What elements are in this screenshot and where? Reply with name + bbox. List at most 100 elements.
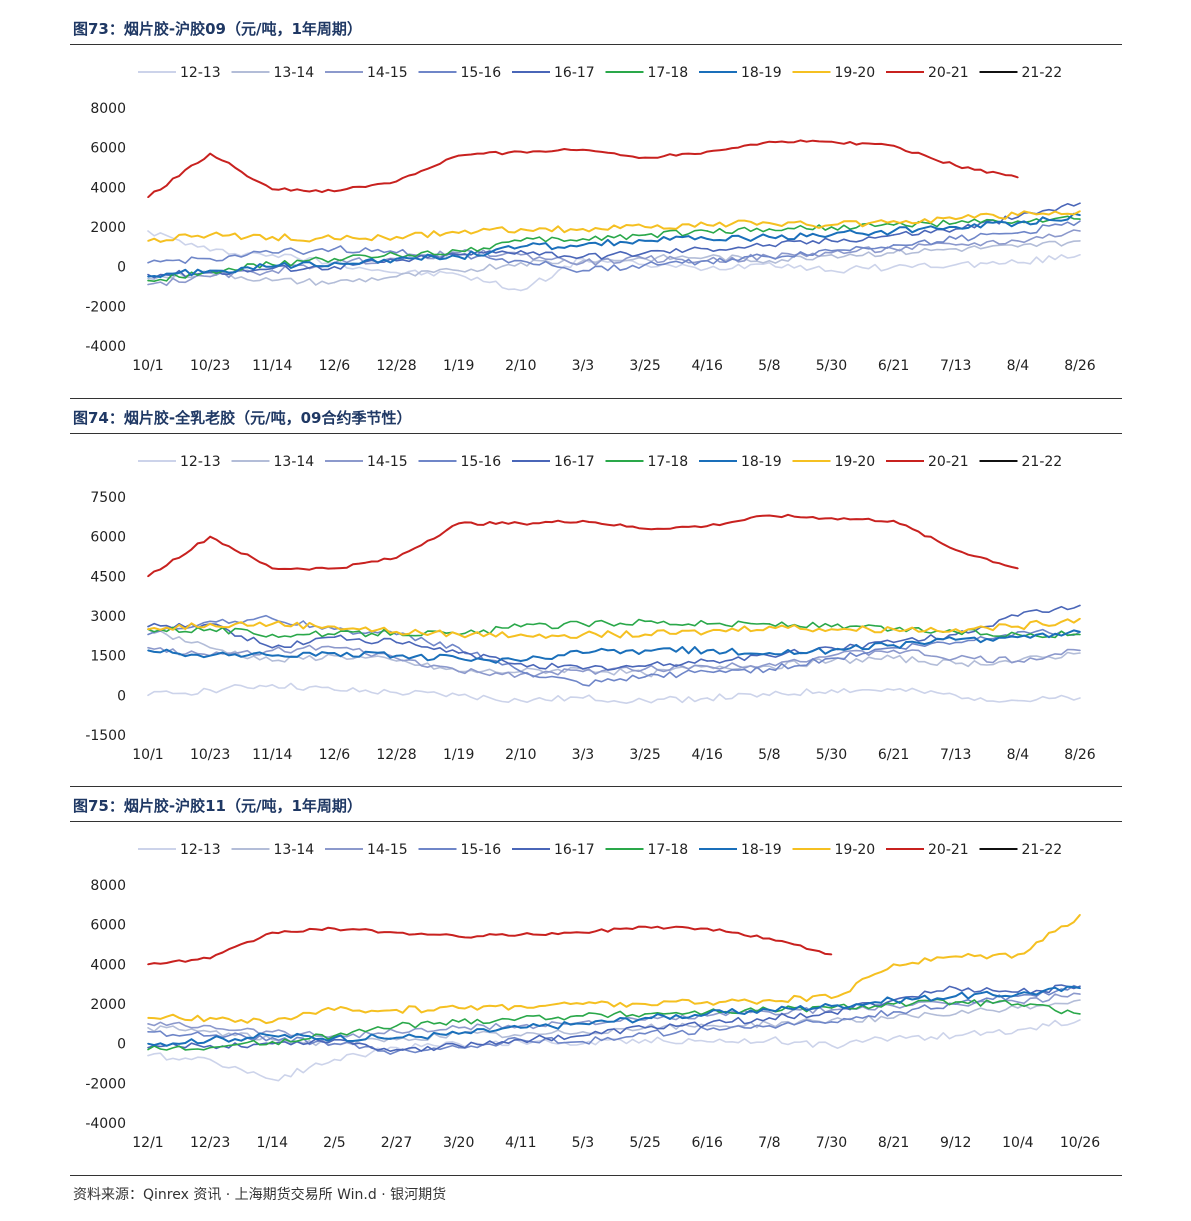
x-tick-label: 3/25 [629, 358, 660, 374]
data-point-16-17 [892, 641, 895, 644]
data-point-18-19 [395, 257, 398, 260]
data-point-15-16 [582, 1040, 584, 1043]
data-point-19-20 [271, 236, 274, 238]
data-point-12-13 [520, 1040, 522, 1043]
y-tick-label: 1500 [90, 649, 126, 665]
x-tick-label: 10/4 [1002, 1135, 1034, 1151]
data-point-18-19 [768, 652, 771, 654]
x-tick-label: 7/13 [940, 747, 971, 763]
data-point-14-15 [830, 1009, 833, 1011]
data-point-14-15 [147, 1023, 149, 1025]
data-point-12-13 [457, 694, 460, 697]
legend-label-13-14: 13-14 [274, 842, 315, 858]
legend-label-15-16: 15-16 [461, 65, 502, 81]
series-line-20-21 [147, 925, 832, 966]
data-point-14-15 [520, 1025, 522, 1027]
data-point-12-13 [395, 691, 398, 694]
data-point-14-15 [1017, 240, 1019, 242]
data-point-16-17 [1017, 216, 1019, 218]
data-point-16-17 [147, 1046, 149, 1049]
series-20-21 [147, 925, 833, 966]
data-point-15-16 [209, 620, 211, 623]
data-point-18-19 [333, 1036, 336, 1039]
data-point-18-19 [457, 255, 460, 258]
data-point-17-18 [706, 623, 708, 625]
x-tick-label: 11/14 [252, 358, 292, 374]
data-point-15-16 [333, 1042, 336, 1045]
data-point-13-14 [768, 665, 771, 668]
series-19-20 [147, 913, 1081, 1025]
data-point-17-18 [644, 620, 646, 623]
series-18-19 [147, 629, 1081, 664]
data-point-19-20 [892, 963, 895, 966]
data-point-19-20 [520, 633, 522, 636]
data-point-12-13 [706, 1040, 708, 1043]
data-point-12-13 [1017, 699, 1019, 702]
data-point-16-17 [582, 668, 584, 670]
data-point-18-19 [395, 1036, 398, 1039]
data-point-20-21 [582, 931, 584, 934]
data-point-16-17 [333, 265, 336, 268]
data-point-17-18 [1017, 1003, 1019, 1005]
data-point-20-21 [209, 152, 211, 155]
data-point-20-21 [830, 517, 833, 519]
data-point-15-16 [954, 1003, 957, 1005]
legend-label-18-19: 18-19 [741, 842, 782, 858]
x-tick-label: 6/21 [878, 358, 909, 374]
x-tick-label: 12/1 [132, 1135, 163, 1151]
x-tick-label: 6/21 [878, 747, 909, 763]
data-point-12-13 [209, 689, 211, 691]
data-point-16-17 [706, 248, 708, 250]
data-point-20-21 [209, 957, 211, 960]
series-line-18-19 [147, 629, 1081, 664]
data-point-19-20 [644, 1003, 646, 1005]
data-point-13-14 [954, 662, 957, 665]
data-point-18-19 [147, 1042, 149, 1045]
data-point-17-18 [333, 257, 336, 260]
data-point-12-13 [209, 250, 211, 252]
data-point-17-18 [892, 1003, 895, 1005]
series-line-13-14 [147, 628, 1081, 678]
data-point-18-19 [830, 1005, 833, 1007]
legend-label-15-16: 15-16 [461, 454, 502, 470]
x-tick-label: 8/21 [878, 1135, 909, 1151]
data-point-15-16 [147, 261, 149, 264]
data-point-12-13 [830, 269, 833, 272]
data-point-16-17 [395, 641, 398, 644]
data-point-15-16 [954, 238, 957, 240]
data-point-20-21 [830, 140, 833, 143]
data-point-15-16 [892, 244, 895, 246]
data-point-18-19 [582, 1023, 584, 1025]
data-point-20-21 [520, 150, 522, 153]
data-point-13-14 [209, 1030, 211, 1033]
y-tick-label: 6000 [90, 141, 126, 157]
chart-75: 12-13 13-14 14-15 15-16 16-17 17-18 18-19 19-20… [85, 842, 1100, 1151]
data-point-19-20 [582, 1003, 584, 1005]
data-point-17-18 [954, 1001, 957, 1003]
data-point-20-21 [768, 514, 771, 517]
data-point-17-18 [768, 228, 771, 230]
data-point-20-21 [395, 557, 398, 559]
chart-73-rule [70, 44, 1122, 45]
legend-label-19-20: 19-20 [835, 842, 876, 858]
data-point-14-15 [892, 248, 895, 250]
data-point-20-21 [768, 937, 771, 940]
x-tick-label: 7/13 [940, 358, 971, 374]
data-point-14-15 [271, 649, 274, 652]
data-point-12-13 [582, 257, 584, 260]
x-tick-label: 5/8 [758, 747, 781, 763]
chart-75-rule [70, 821, 1122, 822]
x-tick-label: 12/23 [190, 1135, 230, 1151]
data-point-12-13 [582, 1042, 584, 1045]
data-point-12-13 [830, 689, 833, 691]
data-point-15-16 [582, 269, 584, 272]
data-point-15-16 [209, 1034, 211, 1037]
x-tick-label: 5/30 [816, 358, 847, 374]
data-point-20-21 [271, 567, 274, 570]
x-tick-label: 4/16 [691, 358, 723, 374]
data-point-15-16 [830, 1021, 833, 1023]
chart-74-top-rule [70, 398, 1122, 399]
data-point-14-15 [271, 1030, 274, 1033]
legend-label-20-21: 20-21 [928, 454, 969, 470]
data-point-14-15 [147, 283, 149, 286]
